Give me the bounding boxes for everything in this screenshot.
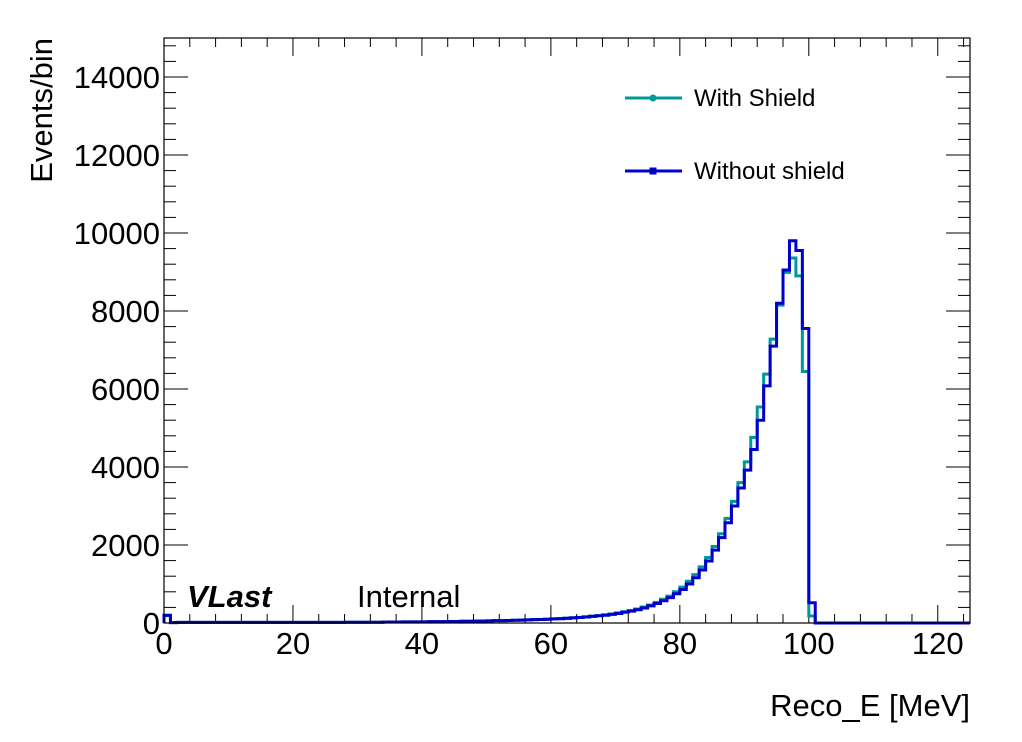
y-tick-label: 6000 [91, 372, 160, 407]
y-tick-label: 4000 [91, 450, 160, 485]
y-tick-label: 10000 [74, 216, 160, 251]
x-tick-label: 80 [663, 626, 697, 661]
brand-label: VLast [187, 579, 273, 614]
legend-label: With Shield [694, 85, 815, 112]
x-tick-label: 0 [155, 626, 172, 661]
plot-frame [163, 37, 971, 624]
axis-tick-labels: 0 20 40 60 80 100 120 0 2000 4000 6000 8000 10000 120… [74, 60, 964, 661]
y-tick-label: 8000 [91, 294, 160, 329]
brand-tag-label: Internal [357, 579, 460, 614]
y-tick-label: 0 [143, 606, 160, 641]
legend: With Shield Without shield [625, 85, 845, 185]
x-tick-label: 60 [534, 626, 568, 661]
legend-label: Without shield [694, 158, 845, 185]
x-tick-label: 120 [912, 626, 964, 661]
legend-marker-circle [649, 94, 657, 102]
x-tick-label: 20 [276, 626, 310, 661]
axis-ticks [163, 38, 970, 624]
x-axis-title: Reco_E [MeV] [770, 688, 970, 723]
y-axis-title: Events/bin [24, 38, 59, 183]
x-tick-label: 100 [783, 626, 835, 661]
y-tick-label: 12000 [74, 138, 160, 173]
y-tick-label: 2000 [91, 528, 160, 563]
x-tick-label: 40 [405, 626, 439, 661]
legend-marker-square [649, 167, 657, 175]
y-tick-label: 14000 [74, 60, 160, 95]
